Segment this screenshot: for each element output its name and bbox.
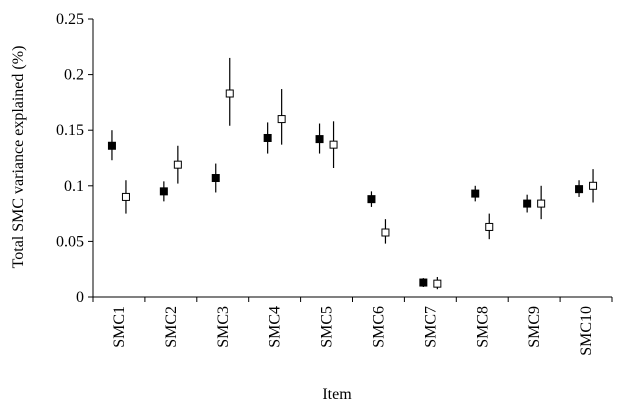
- x-tick-label: SMC1: [111, 306, 128, 348]
- data-point: [277, 115, 286, 124]
- x-tick-label: SMC6: [370, 306, 387, 348]
- x-tick-label: SMC3: [215, 306, 232, 348]
- x-tick-label: SMC2: [163, 306, 180, 348]
- data-point: [419, 278, 428, 287]
- y-tick-label: 0.15: [56, 122, 84, 139]
- y-tick-label: 0.05: [56, 233, 84, 250]
- data-point: [329, 140, 338, 149]
- x-tick-label: SMC8: [474, 306, 491, 348]
- y-tick-label: 0.25: [56, 11, 84, 28]
- x-tick-label: SMC5: [319, 306, 336, 348]
- y-tick-label: 0.2: [64, 67, 84, 84]
- data-point: [159, 187, 168, 196]
- data-point: [121, 192, 130, 201]
- y-tick-label: 0: [76, 289, 84, 306]
- data-point: [537, 199, 546, 208]
- y-tick-labels: 0 0.05 0.1 0.15 0.2 0.25: [56, 11, 84, 306]
- data-marks: [107, 57, 598, 290]
- data-point: [523, 199, 532, 208]
- x-tick-label: SMC4: [267, 306, 284, 348]
- data-point: [225, 89, 234, 98]
- x-tick-label: SMC10: [578, 306, 595, 356]
- y-axis-label: Total SMC variance explained (%): [10, 46, 27, 269]
- data-point: [367, 195, 376, 204]
- x-tick-labels: SMC1 SMC2 SMC3 SMC4 SMC5 SMC6 SMC7 SMC8 SMC9 SMC1…: [111, 306, 595, 356]
- data-point: [433, 279, 442, 288]
- data-point: [173, 160, 182, 169]
- data-point: [315, 135, 324, 144]
- x-axis-label: Item: [322, 386, 352, 403]
- x-tick-label: SMC7: [422, 306, 439, 348]
- data-point: [107, 141, 116, 150]
- data-point: [575, 185, 584, 194]
- data-point: [485, 222, 494, 231]
- data-point: [381, 228, 390, 237]
- data-point: [589, 181, 598, 190]
- data-point: [471, 189, 480, 198]
- data-point: [211, 174, 220, 183]
- x-tick-label: SMC9: [526, 306, 543, 348]
- y-tick-label: 0.1: [64, 178, 84, 195]
- data-point: [263, 133, 272, 142]
- axes: [88, 18, 613, 302]
